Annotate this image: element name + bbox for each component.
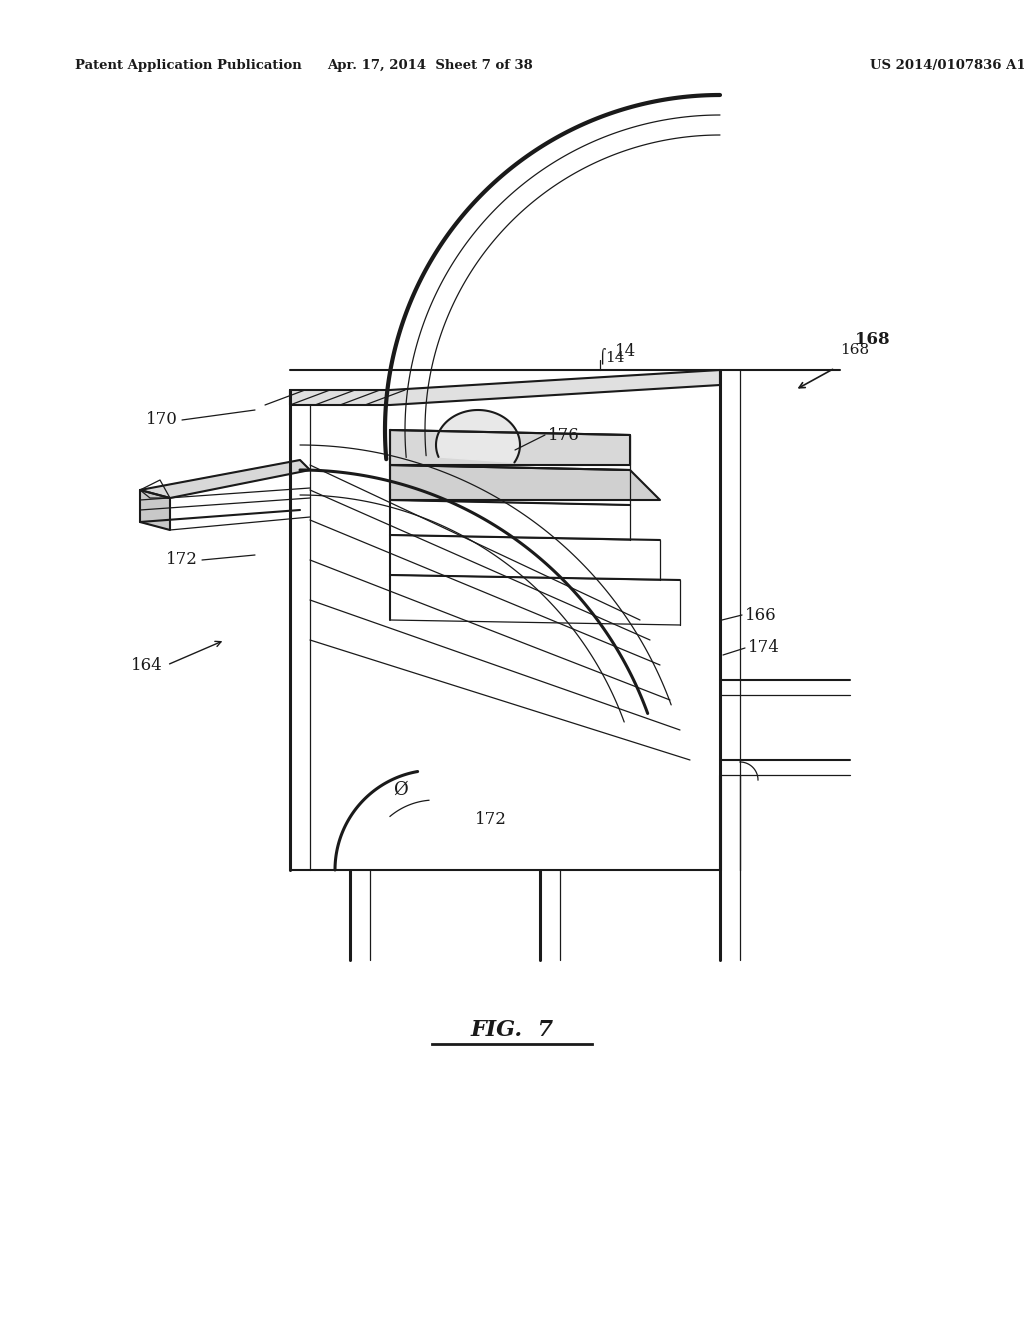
Polygon shape [390,430,630,465]
Polygon shape [290,370,720,405]
Text: 168: 168 [855,331,890,348]
Text: ⌠: ⌠ [598,347,605,364]
Polygon shape [390,465,660,500]
Text: Patent Application Publication: Patent Application Publication [75,58,302,71]
Text: 176: 176 [548,426,580,444]
Text: Apr. 17, 2014  Sheet 7 of 38: Apr. 17, 2014 Sheet 7 of 38 [327,58,532,71]
Text: 164: 164 [131,656,163,673]
Text: 172: 172 [166,552,198,569]
Text: 166: 166 [745,606,776,623]
Text: 14: 14 [615,343,636,360]
Polygon shape [140,459,310,498]
Text: Ø: Ø [392,781,408,799]
Text: FIG.  7: FIG. 7 [470,1019,554,1041]
Text: 172: 172 [475,812,507,829]
Text: 170: 170 [146,412,178,429]
Text: 168: 168 [840,343,869,356]
Polygon shape [140,490,170,531]
Text: 174: 174 [748,639,780,656]
Polygon shape [436,411,520,462]
Text: US 2014/0107836 A1: US 2014/0107836 A1 [870,58,1024,71]
Text: 14: 14 [605,351,625,366]
